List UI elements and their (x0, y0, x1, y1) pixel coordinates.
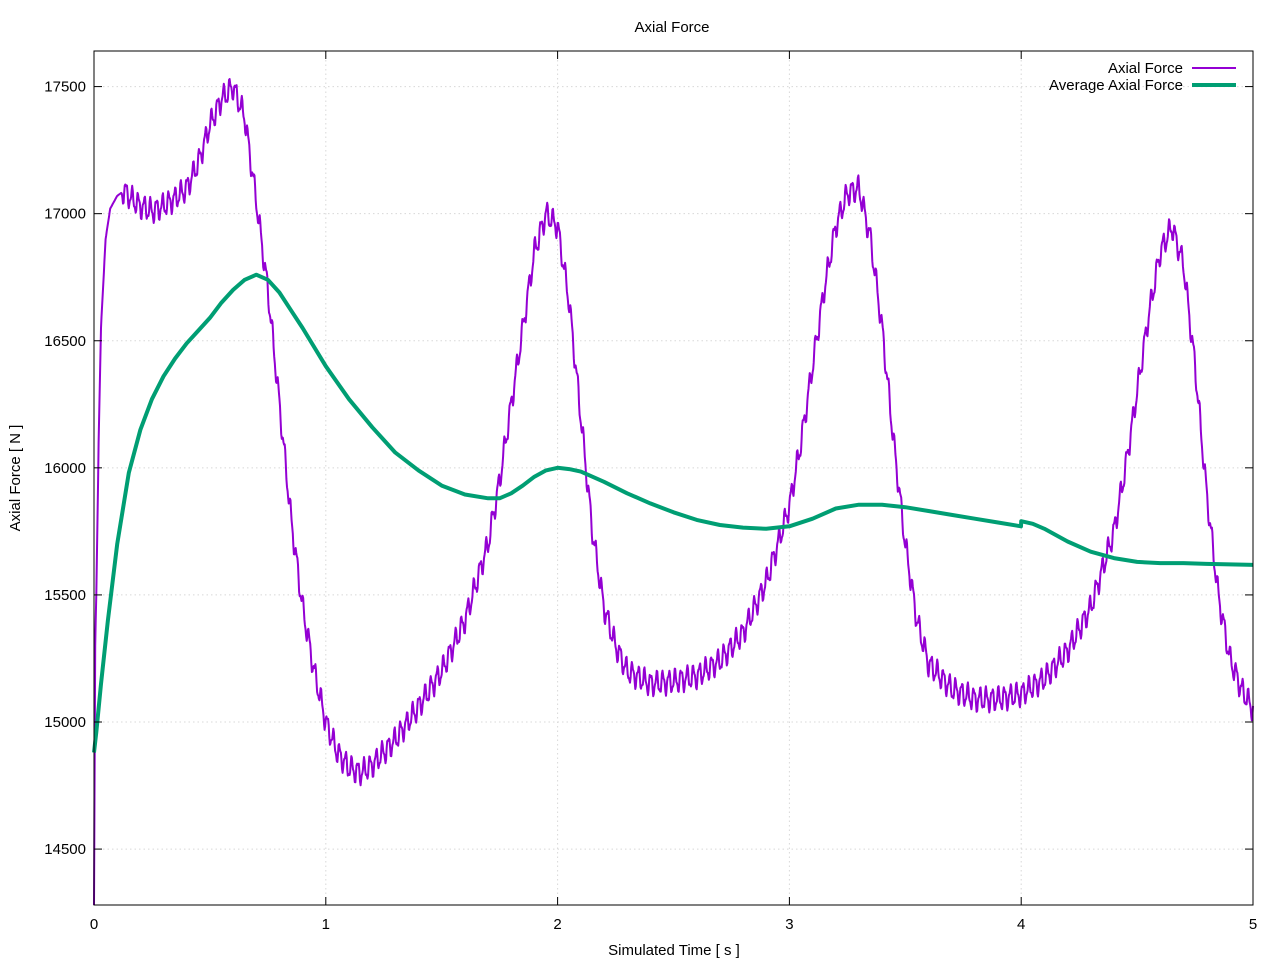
chart-title: Axial Force (634, 19, 709, 36)
series-layer (92, 78, 1254, 906)
x-tick-label: 2 (553, 916, 561, 933)
x-axis-label: Simulated Time [ s ] (608, 942, 740, 959)
y-tick-label: 14500 (44, 841, 86, 858)
legend-label: Average Axial Force (1049, 77, 1183, 94)
y-tick-label: 16000 (44, 460, 86, 477)
y-tick-label: 15500 (44, 587, 86, 604)
y-tick-label: 15000 (44, 714, 86, 731)
average-axial-force-line (92, 272, 1254, 753)
grid-layer (94, 51, 1253, 905)
y-tick-label: 16500 (44, 333, 86, 350)
axial-force-line (93, 78, 1254, 906)
x-tick-label: 0 (90, 916, 98, 933)
x-tick-label: 1 (322, 916, 330, 933)
plot-frame (93, 50, 1254, 906)
legend-label: Axial Force (1108, 60, 1183, 77)
x-tick-label: 4 (1017, 916, 1025, 933)
y-axis-label: Axial Force [ N ] (7, 425, 24, 532)
x-tick-label: 5 (1249, 916, 1257, 933)
y-tick-label: 17000 (44, 206, 86, 223)
x-tick-label: 3 (785, 916, 793, 933)
ticks-layer: 0 1 2 3 4 5 14500 15000 15500 16000 16500 17000 1750… (44, 51, 1257, 933)
y-tick-label: 17500 (44, 79, 86, 96)
